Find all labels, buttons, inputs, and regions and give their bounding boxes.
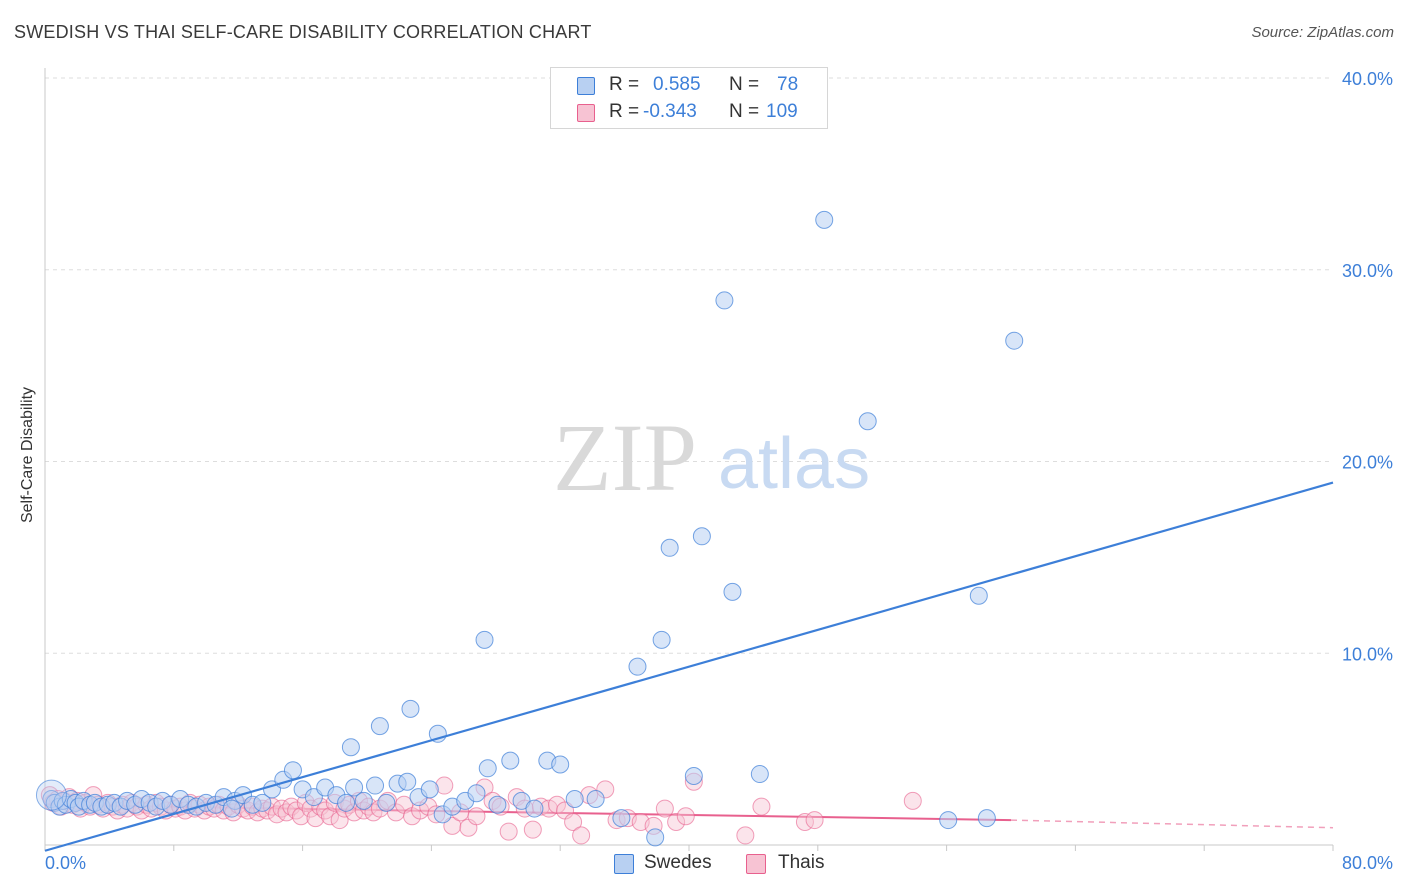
- swedes-point: [222, 799, 241, 818]
- thais-legend-swatch: [746, 854, 766, 874]
- thais-point: [499, 822, 518, 841]
- thais-point: [655, 799, 674, 818]
- swedes-point: [660, 538, 679, 557]
- swedes-point: [612, 809, 631, 828]
- swedes-point: [525, 799, 544, 818]
- swedes-point: [977, 809, 996, 828]
- swedes-point: [939, 811, 958, 830]
- thais-point: [676, 807, 695, 826]
- thais-point: [564, 812, 583, 831]
- n-label: N =: [729, 101, 760, 122]
- watermark-atlas: atlas: [718, 424, 870, 504]
- thais-swatch: [577, 104, 595, 122]
- thais-point: [572, 826, 591, 845]
- thais-point: [523, 820, 542, 839]
- swedes-point: [858, 412, 877, 431]
- swedes-point: [377, 793, 396, 812]
- chart-title: SWEDISH VS THAI SELF-CARE DISABILITY COR…: [14, 22, 592, 42]
- swedes-point: [398, 772, 417, 791]
- swedes-point: [551, 755, 570, 774]
- swedes-point: [253, 793, 272, 812]
- y-tick-label: 30.0%: [1342, 261, 1393, 281]
- swedes-point: [283, 761, 302, 780]
- stats-row-thais: R = -0.343 N = 109: [551, 101, 827, 127]
- stats-box: R = 0.585 N = 78 R = -0.343 N = 109: [550, 67, 828, 129]
- swedes-point: [565, 789, 584, 808]
- swedes-point: [586, 789, 605, 808]
- swedes-swatch: [577, 77, 595, 95]
- swedes-legend-swatch: [614, 854, 634, 874]
- swedes-point: [815, 210, 834, 229]
- thais-point: [467, 807, 486, 826]
- swedes-trend: [44, 481, 1334, 852]
- swedes-point: [715, 291, 734, 310]
- thais-point: [330, 811, 349, 830]
- swedes-point: [420, 780, 439, 799]
- thais-point: [752, 797, 771, 816]
- swedes-point: [370, 717, 389, 736]
- y-tick-label: 10.0%: [1342, 644, 1393, 664]
- swedes-point: [628, 657, 647, 676]
- swedes-point: [501, 751, 520, 770]
- swedes-point: [488, 795, 507, 814]
- y-tick-label: 40.0%: [1342, 69, 1393, 89]
- r-value: 0.585: [653, 74, 701, 95]
- swedes-point: [478, 759, 497, 778]
- swedes-point: [475, 630, 494, 649]
- swedes-point: [646, 828, 665, 847]
- watermark-zip: ZIP: [553, 404, 697, 511]
- swedes-point: [35, 779, 67, 811]
- thais-point: [291, 807, 310, 826]
- swedes-point: [401, 699, 420, 718]
- swedes-point: [652, 630, 671, 649]
- legend-label-swedes: Swedes: [644, 852, 712, 873]
- swedes-point: [467, 784, 486, 803]
- thais-point: [667, 812, 686, 831]
- r-value: -0.343: [643, 101, 697, 122]
- thais-point: [287, 801, 306, 820]
- x-tick-label: 0.0%: [45, 853, 86, 873]
- r-label: R =: [609, 74, 640, 95]
- legend-label-thais: Thais: [778, 852, 825, 873]
- swedes-point: [684, 766, 703, 785]
- thais-point: [306, 809, 325, 828]
- tick-labels: 10.0% 20.0% 30.0% 40.0% 0.0% 80.0%: [45, 69, 1393, 873]
- grid-lines: [45, 77, 1333, 654]
- thais-point: [320, 807, 339, 826]
- swedes-point: [1005, 331, 1024, 350]
- swedes-point: [366, 776, 385, 795]
- thais-point: [736, 826, 755, 845]
- y-tick-label: 20.0%: [1342, 453, 1393, 473]
- source-label: Source: ZipAtlas.com: [1251, 24, 1394, 41]
- x-tick-label: 80.0%: [1342, 853, 1393, 873]
- n-label: N =: [729, 74, 760, 95]
- thais-point: [805, 811, 824, 830]
- n-value: 78: [777, 74, 799, 95]
- swedes-point: [750, 765, 769, 784]
- swedes-point: [341, 738, 360, 757]
- swedes-trend-line: [44, 481, 1334, 852]
- stats-row-swedes: R = 0.585 N = 78: [551, 74, 827, 100]
- swedes-point: [345, 778, 364, 797]
- thais-point: [443, 816, 462, 835]
- n-value: 109: [766, 101, 798, 122]
- thais-point: [316, 801, 335, 820]
- swedes-point: [354, 791, 373, 810]
- swedes-points: [35, 210, 1024, 847]
- thais-trend-dashed: [1010, 819, 1334, 829]
- axes: [44, 68, 1334, 851]
- swedes-point: [723, 582, 742, 601]
- swedes-point: [969, 586, 988, 605]
- r-label: R =: [609, 101, 640, 122]
- swedes-point: [692, 527, 711, 546]
- thais-point: [903, 791, 922, 810]
- swedes-point: [337, 793, 356, 812]
